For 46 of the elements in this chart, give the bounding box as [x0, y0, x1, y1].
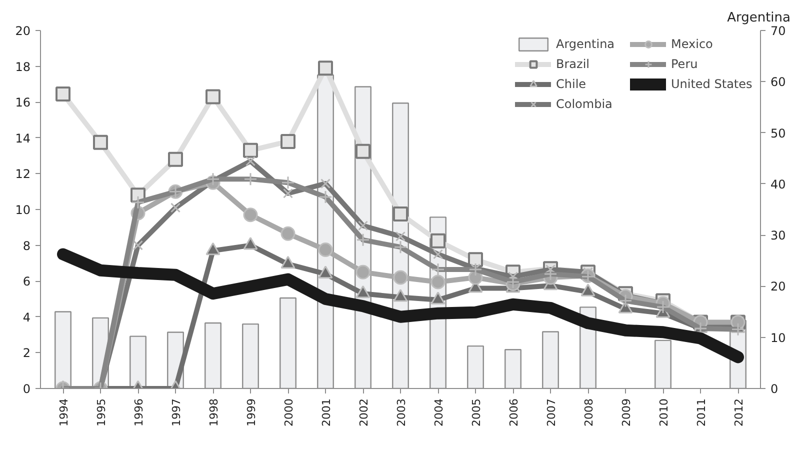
x-tick-label: 1998 [208, 398, 220, 426]
y-tick-label: 18 [15, 60, 31, 74]
x-tick-label: 2002 [358, 398, 370, 426]
x-tick-label: 1997 [170, 398, 183, 426]
y2-tick-label: 0 [770, 382, 778, 396]
y-tick-label: 2 [22, 346, 31, 360]
y-tick-label: 12 [15, 167, 31, 182]
y2-tick-label: 60 [770, 75, 786, 90]
x-tick-label: 2012 [732, 398, 746, 426]
y2-tick-label: 40 [770, 177, 786, 192]
x-tick-label: 2009 [620, 398, 633, 426]
legend-label: United States [671, 76, 752, 92]
x-tick-label: 2010 [658, 398, 670, 426]
x-tick-label: 2007 [545, 398, 558, 426]
x-tick-label: 2006 [508, 398, 520, 426]
legend-label: Mexico [671, 36, 714, 52]
x-tick-label: 2000 [282, 398, 296, 426]
x-tick-label: 2001 [320, 398, 333, 426]
x-tick-label: 1996 [132, 398, 146, 426]
y-tick-label: 10 [15, 203, 31, 217]
y-tick-label: 4 [22, 310, 31, 324]
y-tick-label: 8 [22, 238, 31, 253]
x-tick-label: 2005 [470, 398, 483, 426]
x-tick-label: 2003 [395, 398, 408, 426]
y-tick-label: 0 [22, 382, 31, 396]
y2-tick-label: 70 [770, 24, 786, 38]
legend-label: Colombia [556, 96, 614, 112]
x-tick-label: 1994 [58, 398, 70, 426]
x-tick-label: 2011 [695, 398, 708, 426]
legend-label: Argentina [556, 36, 616, 52]
y-tick-label: 14 [15, 131, 31, 146]
x-tick-label: 2004 [432, 398, 446, 426]
y2-tick-label: 50 [770, 126, 786, 140]
y2-axis-title: Argentina [727, 10, 791, 26]
x-tick-label: 1999 [245, 398, 258, 426]
y-tick-label: 20 [15, 24, 31, 38]
y2-tick-label: 10 [770, 330, 786, 345]
x-tick-label: 1995 [95, 398, 108, 426]
legend-label: Chile [556, 76, 588, 92]
y-tick-label: 16 [15, 96, 31, 110]
legend-label: Peru [671, 56, 699, 72]
y-tick-label: 6 [22, 274, 31, 289]
x-tick-label: 2008 [582, 398, 596, 426]
y2-tick-label: 30 [770, 228, 786, 243]
legend-label: Brazil [556, 56, 590, 72]
y2-tick-label: 20 [770, 280, 786, 294]
